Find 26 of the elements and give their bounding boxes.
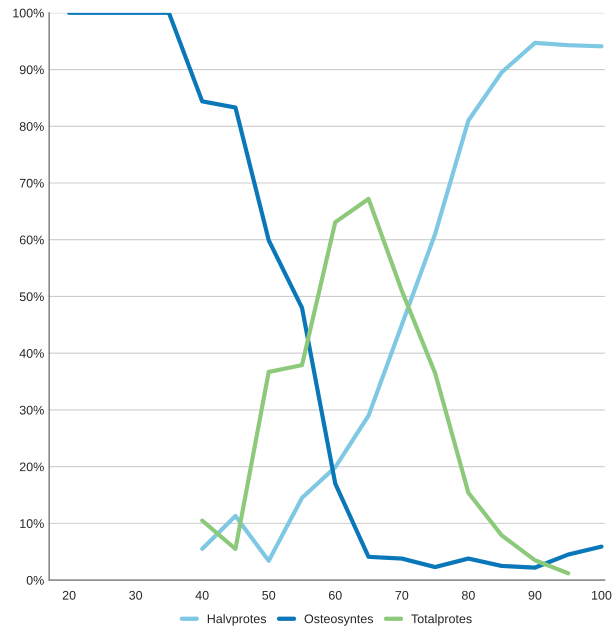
x-tick-label: 80 [462,590,475,600]
x-tick-label: 70 [396,590,408,600]
y-tick-label: 60% [20,236,44,244]
x-tick-label: 20 [62,590,76,600]
y-tick-label: 100% [13,8,44,18]
x-tick-label: 30 [129,590,142,600]
y-tick-label: 0% [26,576,44,585]
line-series [200,40,604,563]
y-tick-label: 70% [20,178,44,188]
y-tick-label: 10% [20,519,44,528]
legend-label: Osteosyntes [304,614,374,626]
x-tick-label: 50 [262,590,276,600]
y-tick-label: 50% [20,292,44,302]
y-tick-label: 30% [20,406,44,415]
x-tick-label: 90 [528,590,542,600]
legend-label: Halvprotes [208,614,266,626]
x-tick-label: 100 [592,590,612,600]
x-tick-label: 60 [328,590,342,600]
y-tick-label: 40% [20,348,44,358]
legend-label: Totalprotes [411,614,472,626]
y-tick-label: 80% [20,122,44,131]
line-series [200,196,570,576]
line-series [67,12,604,570]
x-tick-label: 40 [196,590,209,600]
y-tick-label: 90% [20,65,44,74]
y-tick-label: 20% [20,462,44,472]
